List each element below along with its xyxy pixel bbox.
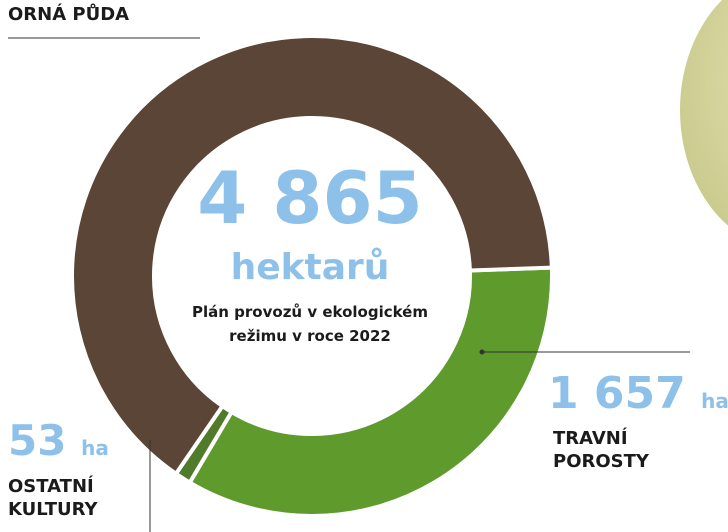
infographic: 4 865 hektarů Plán provozů v ekologickém… xyxy=(0,0,728,532)
category-label: ORNÁ PŮDA xyxy=(8,4,129,27)
total-value: 4 865 xyxy=(160,158,460,238)
total-unit: hektarů xyxy=(160,248,460,288)
value-label: 53 xyxy=(8,416,66,465)
photo-decoration xyxy=(680,0,728,250)
subtitle: Plán provozů v ekologickém režimu v roce… xyxy=(165,300,455,348)
leader-dot xyxy=(480,350,485,355)
category-label: TRAVNÍ POROSTY xyxy=(553,428,663,473)
category-label: OSTATNÍ KULTURY xyxy=(8,476,138,521)
unit: ha xyxy=(81,436,109,460)
value-label-row: 53 ha xyxy=(8,416,109,473)
value-label-row: 1 657 ha xyxy=(548,368,728,427)
unit: ha xyxy=(701,389,728,413)
value-label: 1 657 xyxy=(548,368,686,419)
